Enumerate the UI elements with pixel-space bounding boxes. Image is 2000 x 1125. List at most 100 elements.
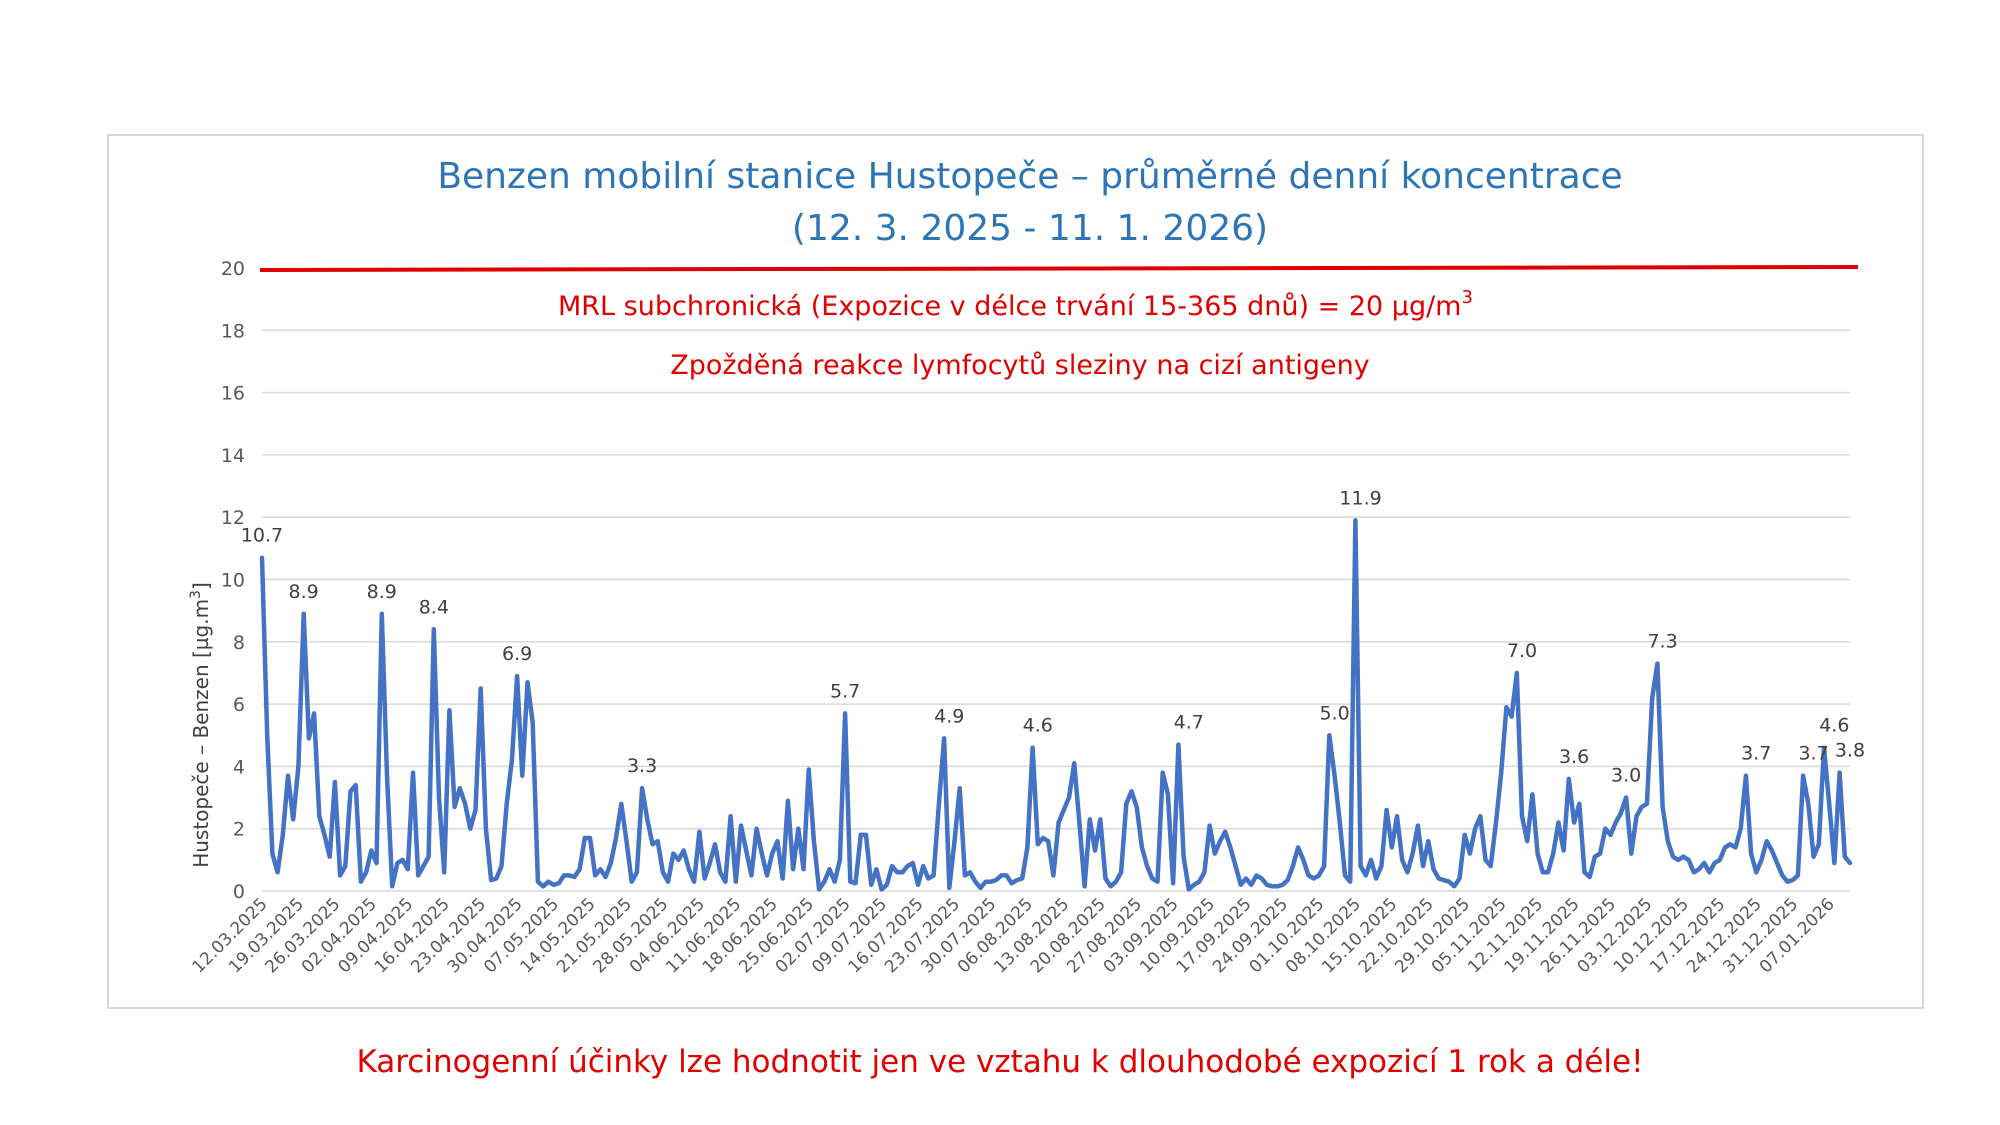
data-point [1051,873,1055,877]
data-point [400,858,404,862]
data-point [885,883,889,887]
data-point [1645,802,1649,806]
data-point [452,805,456,809]
data-point [1353,518,1357,522]
data-point [1384,808,1388,812]
data-point [572,875,576,879]
data-point [1291,864,1295,868]
data-point [489,878,493,882]
data-point [1265,883,1269,887]
y-tick-label: 0 [233,881,245,903]
data-point [1197,879,1201,883]
data-point [1561,848,1565,852]
data-point [301,612,305,616]
data-point [369,848,373,852]
data-point [968,870,972,874]
data-point [333,780,337,784]
data-point [1114,879,1118,883]
data-point [671,851,675,855]
data-point [1124,802,1128,806]
x-axis-ticks: 12.03.202519.03.202526.03.202502.04.2025… [189,894,1839,977]
y-axis-ticks: 0 2 4 6 8 10 12 14 16 18 20 [221,258,245,903]
data-point [1036,842,1040,846]
data-label: 4.7 [1174,712,1204,734]
data-point [744,848,748,852]
data-point [1431,867,1435,871]
data-point [796,827,800,831]
data-point [1791,878,1795,882]
data-point [973,879,977,883]
data-point [588,836,592,840]
data-label: 5.0 [1319,702,1349,724]
data-point [1848,861,1852,865]
data-point [1655,661,1659,665]
data-point [1108,884,1112,888]
data-point [1775,861,1779,865]
data-point [1187,887,1191,891]
data-point [275,870,279,874]
data-point [754,827,758,831]
data-point [1577,802,1581,806]
data-point [390,884,394,888]
data-point [1004,873,1008,877]
data-point [1436,876,1440,880]
data-point [1676,858,1680,862]
data-point [791,867,795,871]
data-point [859,833,863,837]
data-point [843,711,847,715]
data-point [723,879,727,883]
data-point [661,870,665,874]
data-point [978,886,982,890]
data-point [1103,876,1107,880]
data-point [728,814,732,818]
y-axis-label: Hustopeče – Benzen [µg.m3] [188,582,213,868]
data-point [1817,842,1821,846]
data-point [1468,851,1472,855]
data-point [557,881,561,885]
data-point [614,836,618,840]
data-point [437,795,441,799]
data-point [1530,792,1534,796]
data-point [1062,808,1066,812]
data-point [1041,836,1045,840]
data-point [1801,774,1805,778]
data-point [1390,845,1394,849]
data-point [827,867,831,871]
data-label: 3.6 [1559,746,1589,768]
data-point [484,827,488,831]
footer-note-text: Karcinogenní účinky lze hodnotit jen ve … [356,1044,1644,1080]
data-point [1806,802,1810,806]
y-tick-label: 18 [221,320,245,342]
data-point [1572,820,1576,824]
data-point [505,802,509,806]
data-point [286,774,290,778]
data-point [1140,845,1144,849]
data-point [1796,873,1800,877]
data-point [265,733,269,737]
data-labels: 10.7 8.9 8.9 8.4 6.9 3.3 5.7 4.9 4.6 4.7 5.0 11.9 7.… [241,487,1865,786]
data-point [640,786,644,790]
data-point [1312,876,1316,880]
data-point [291,817,295,821]
data-point [848,879,852,883]
data-point [1634,814,1638,818]
data-point [1603,827,1607,831]
data-point [520,774,524,778]
data-point [822,879,826,883]
data-point [1010,881,1014,885]
data-point [624,839,628,843]
data-point [348,789,352,793]
data-point [942,736,946,740]
data-point [1535,851,1539,855]
data-point [775,839,779,843]
mrl-limit-label: MRL subchronická (Expozice v délce trván… [558,287,1473,322]
data-point [1681,855,1685,859]
data-point [1686,858,1690,862]
chart-title-line2: (12. 3. 2025 - 11. 1. 2026) [792,208,1268,249]
data-point [629,879,633,883]
data-point [312,711,316,715]
data-point [786,798,790,802]
data-point [911,861,915,865]
data-point [1723,845,1727,849]
data-label: 4.6 [1023,715,1053,737]
